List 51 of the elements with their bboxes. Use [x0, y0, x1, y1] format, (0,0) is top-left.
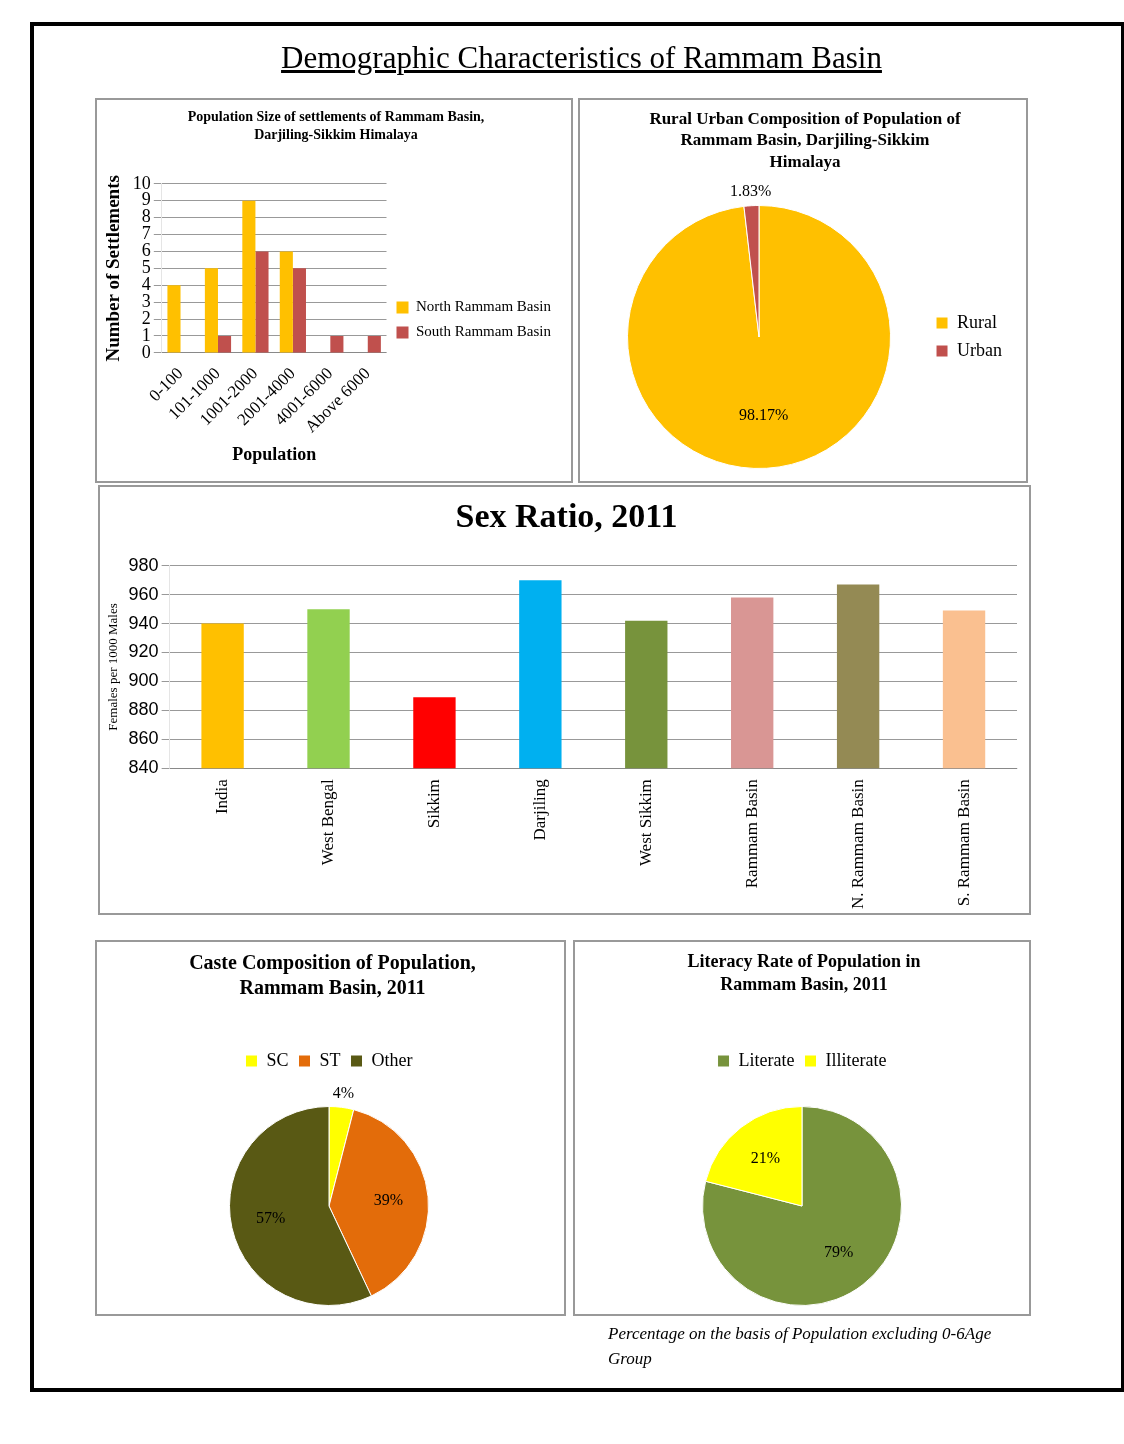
- legend-label: ST: [319, 1049, 341, 1070]
- x-tick-label: S. Rammam Basin: [953, 778, 973, 907]
- text: Percentage on the basis of Population excluding 0-6Age Group: [608, 1323, 993, 1370]
- legend-label: SC: [266, 1049, 289, 1070]
- legend-label: North Rammam Basin: [416, 298, 552, 315]
- x-tick-label: Sikkim: [423, 779, 443, 829]
- bar: [167, 285, 181, 353]
- y-tick-label: 900: [128, 670, 159, 691]
- x-tick-label: West Bengal: [317, 778, 337, 866]
- bar: [255, 251, 269, 353]
- y-tick-label: 840: [128, 757, 159, 778]
- chart-title: Sex Ratio, 2011: [454, 496, 679, 536]
- y-tick-label: 860: [128, 728, 159, 749]
- chart-title: Population Size of settlements of Rammam Basin, Darjiling-Sikkim Himalaya: [186, 108, 486, 143]
- legend-label: Illiterate: [825, 1049, 887, 1070]
- data-label: 4%: [332, 1083, 355, 1101]
- text: Demographic Characteristics of Rammam Basin: [280, 40, 883, 76]
- x-tick-label: India: [212, 778, 232, 815]
- bar: [217, 335, 232, 353]
- chart-title: Caste Composition of Population, Rammam Basin, 2011: [188, 950, 477, 1000]
- x-tick-label: West Sikkim: [635, 779, 655, 867]
- data-label: 39%: [373, 1190, 404, 1208]
- x-axis-title: Population: [232, 443, 317, 464]
- bar: [204, 268, 218, 353]
- data-label: 1.83%: [729, 181, 772, 199]
- legend-label: South Rammam Basin: [416, 323, 552, 340]
- y-tick-label: 880: [128, 699, 159, 720]
- bar: [242, 200, 256, 353]
- bar: [279, 251, 293, 353]
- y-tick-label: 960: [128, 583, 159, 604]
- y-axis-title: Number of Settlements: [102, 175, 124, 362]
- x-tick-label: N. Rammam Basin: [847, 778, 867, 910]
- y-tick-label: 920: [128, 641, 159, 662]
- y-axis-title: Females per 1000 Males: [105, 603, 121, 731]
- bar: [330, 335, 344, 353]
- bar: [367, 335, 381, 353]
- chart-title: Literacy Rate of Population in Rammam Basin, 2011: [686, 950, 922, 995]
- data-label: 79%: [823, 1243, 854, 1261]
- data-label: 57%: [256, 1209, 286, 1227]
- data-label: 98.17%: [738, 405, 789, 423]
- bar: [292, 268, 306, 353]
- data-label: 21%: [750, 1149, 781, 1167]
- legend-label: Rural: [957, 311, 998, 332]
- legend-label: Other: [371, 1049, 413, 1070]
- x-tick-label: Rammam Basin: [741, 778, 761, 889]
- y-tick-label: 940: [128, 612, 159, 633]
- y-tick-label: 980: [128, 554, 159, 575]
- x-tick-label: Darjiling: [529, 778, 549, 841]
- chart-title: Rural Urban Composition of Population of Rammam Basin, Darjiling-Sikkim Himalaya: [648, 108, 962, 172]
- legend-label: Literate: [738, 1049, 795, 1070]
- legend-label: Urban: [957, 339, 1002, 360]
